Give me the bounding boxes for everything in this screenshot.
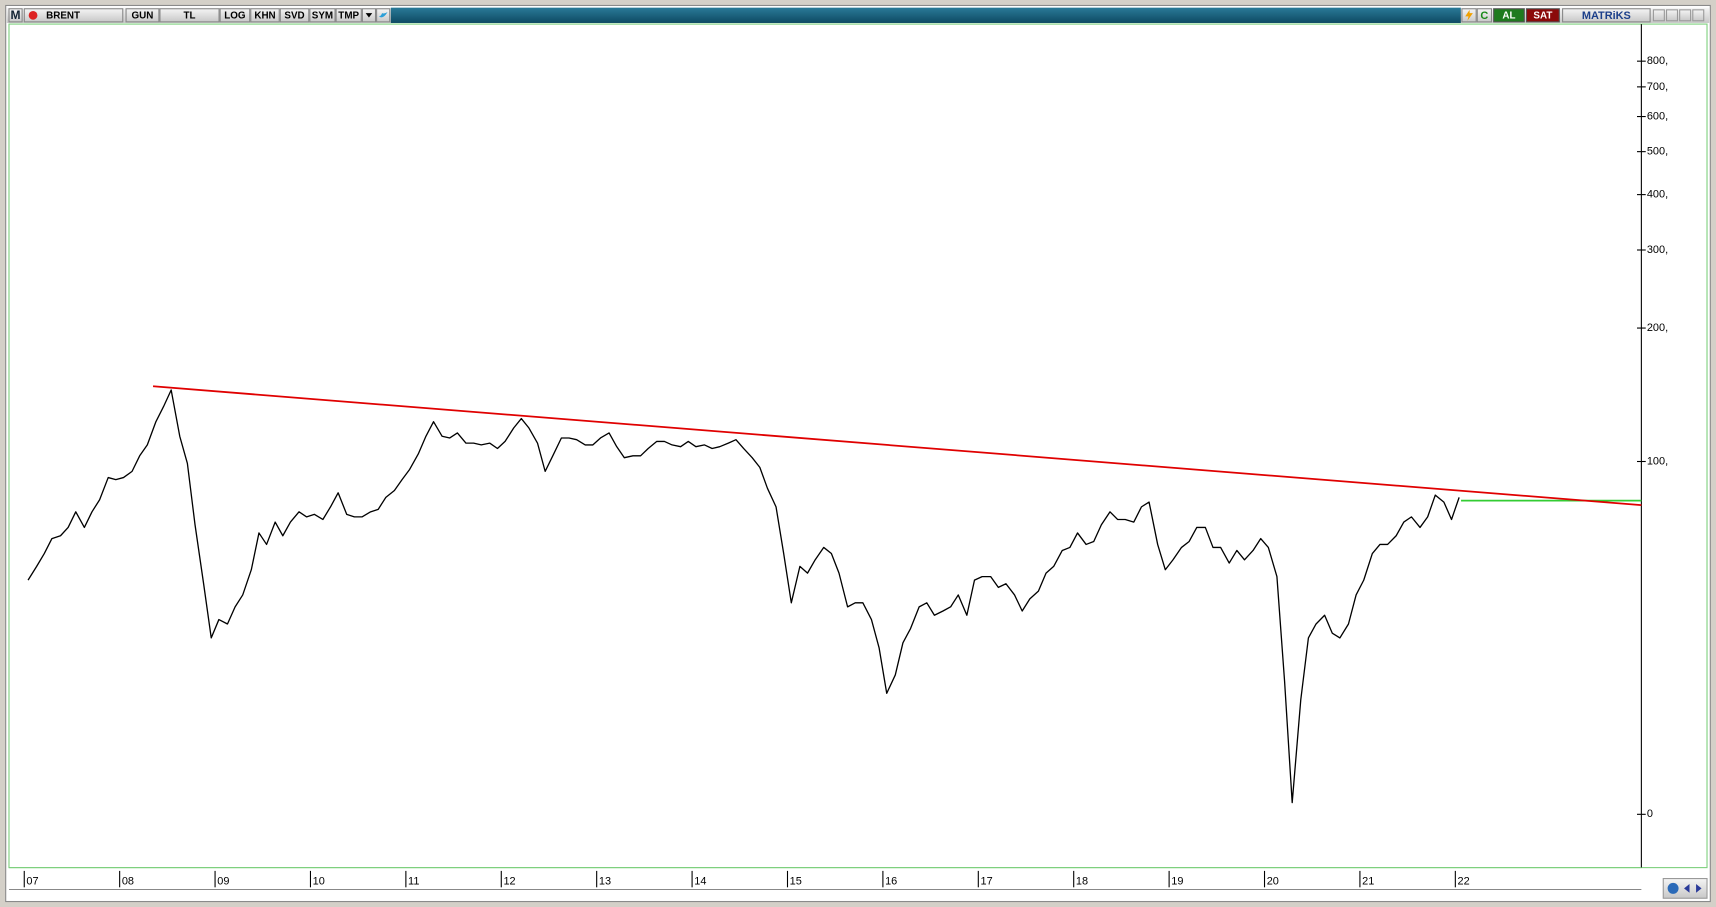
x-tick-label: 09: [217, 876, 229, 888]
currency: TL: [184, 10, 196, 21]
toolbar-button-label: SYM: [312, 10, 333, 21]
y-tick-label: 800,: [1647, 55, 1668, 67]
toolbar-button[interactable]: [219, 8, 251, 23]
x-tick-label: 07: [26, 876, 38, 888]
price-line: [27, 389, 1460, 804]
sell-button[interactable]: [1525, 8, 1560, 23]
y-tick-label: 0: [1647, 808, 1653, 820]
dropdown-arrow: [365, 13, 373, 18]
toolbar-button-label: SVD: [284, 10, 304, 21]
toolbar-buttons: M BRENT GUN TL LOG KHN SVD SYM TMP C AL SAT …: [8, 8, 1705, 23]
close-button[interactable]: [1692, 9, 1705, 22]
chart-area: [8, 23, 1708, 869]
x-tick-label: 21: [1362, 876, 1374, 888]
alert-icon: [1465, 9, 1473, 21]
x-tick-label: 15: [790, 876, 802, 888]
x-tick-label: 20: [1267, 876, 1279, 888]
y-tick-label: 700,: [1647, 81, 1668, 93]
buy-label: AL: [1502, 10, 1515, 21]
x-tick-label: 18: [1076, 876, 1088, 888]
x-axis-strip: [8, 868, 1708, 890]
y-tick-label: 500,: [1647, 146, 1668, 158]
x-tick-label: 10: [313, 876, 325, 888]
toolbar-button[interactable]: [335, 8, 362, 23]
refresh-button[interactable]: [1476, 8, 1493, 23]
trend-line: [152, 385, 1642, 507]
sell-label: SAT: [1533, 10, 1552, 21]
maximize-button[interactable]: [1679, 9, 1692, 22]
toolbar-button[interactable]: [279, 8, 310, 23]
y-tick-label: 300,: [1647, 244, 1668, 256]
y-tick-label: 400,: [1647, 189, 1668, 201]
x-tick-label: 13: [599, 876, 611, 888]
brand: MATRiKS: [1582, 10, 1631, 22]
x-tick-label: 17: [980, 876, 992, 888]
x-tick-label: 22: [1458, 876, 1470, 888]
symbol-icon: [28, 10, 38, 20]
toolbar-button-label: LOG: [224, 10, 246, 21]
buy-button[interactable]: [1493, 8, 1525, 23]
sync-icon: [1667, 882, 1679, 894]
symbol-button[interactable]: [23, 8, 124, 23]
x-tick-label: 14: [694, 876, 706, 888]
x-tick-label: 19: [1171, 876, 1183, 888]
options-button[interactable]: [1652, 9, 1665, 22]
plot: 800, 700, 600, 500, 400, 300, 200, 100, 0 07 08 09 1…: [23, 55, 1668, 888]
symbol: BRENT: [46, 10, 80, 21]
x-tick-label: 16: [885, 876, 897, 888]
minimize-button[interactable]: [1665, 9, 1679, 22]
y-tick-label: 100,: [1647, 455, 1668, 467]
x-tick-label: 11: [408, 876, 419, 888]
x-tick-label: 12: [503, 876, 515, 888]
toolbar-button-label: TMP: [338, 10, 359, 21]
period: GUN: [132, 10, 154, 21]
refresh-icon: C: [1480, 10, 1488, 22]
toolbar-button[interactable]: [309, 8, 336, 23]
period-button[interactable]: [125, 8, 160, 23]
twitter-icon: [378, 12, 388, 18]
toolbar-title-bar: [390, 7, 1461, 23]
y-tick-label: 600,: [1647, 110, 1668, 122]
logo-button[interactable]: [8, 8, 23, 23]
nav-arrows: [1684, 884, 1702, 893]
brand-button[interactable]: [1562, 8, 1651, 23]
currency-button[interactable]: [159, 8, 220, 23]
y-tick-label: 200,: [1647, 322, 1668, 334]
toolbar-button-label: KHN: [254, 10, 275, 21]
toolbar-button[interactable]: [250, 8, 280, 23]
logo: M: [11, 8, 21, 22]
x-tick-label: 08: [122, 876, 134, 888]
